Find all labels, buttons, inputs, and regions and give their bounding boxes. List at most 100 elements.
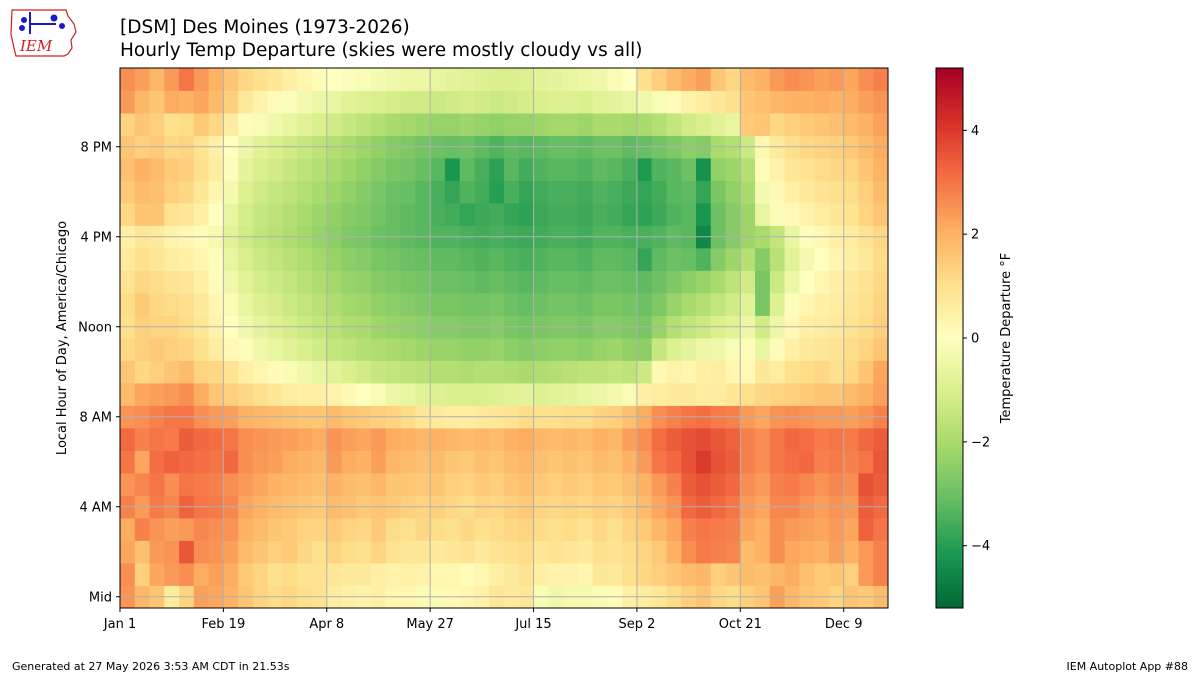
- heatmap-cell: [518, 473, 534, 496]
- heatmap-cell: [577, 158, 594, 181]
- heatmap-cell: [828, 518, 845, 541]
- heatmap-cell: [548, 450, 564, 474]
- heatmap-cell: [179, 563, 195, 586]
- heatmap-cell: [814, 518, 830, 541]
- heatmap-cell: [858, 428, 874, 451]
- heatmap-cell: [622, 518, 638, 541]
- heatmap-cell: [814, 338, 830, 361]
- heatmap-cell: [282, 270, 298, 294]
- heatmap-cell: [371, 473, 387, 496]
- heatmap-cell: [725, 428, 741, 451]
- heatmap-cell: [297, 248, 313, 271]
- heatmap-cell: [858, 158, 874, 181]
- heatmap-cell: [563, 203, 579, 226]
- heatmap-cell: [504, 180, 520, 204]
- colorbar-tick-label: 2: [971, 228, 979, 243]
- heatmap-cell: [134, 270, 150, 294]
- heatmap-cell: [415, 270, 431, 294]
- heatmap-cell: [400, 428, 416, 451]
- heatmap-cell: [710, 360, 726, 384]
- heatmap-cell: [120, 450, 136, 474]
- heatmap-cell: [755, 180, 771, 204]
- heatmap-cell: [607, 158, 623, 181]
- heatmap-cell: [193, 518, 210, 541]
- heatmap-cell: [356, 360, 372, 384]
- heatmap-cell: [577, 203, 594, 226]
- heatmap-cell: [666, 540, 682, 564]
- heatmap-cell: [371, 563, 387, 586]
- heatmap-cell: [193, 68, 210, 91]
- heatmap-cell: [755, 68, 771, 91]
- heatmap-cell: [740, 68, 756, 91]
- heatmap-cell: [873, 248, 889, 271]
- heatmap-cell: [622, 90, 638, 114]
- heatmap-cell: [607, 293, 623, 316]
- heatmap-cell: [710, 338, 726, 361]
- heatmap-cell: [444, 360, 461, 384]
- heatmap-cell: [548, 428, 564, 451]
- heatmap-cell: [725, 158, 741, 181]
- heatmap-cell: [843, 270, 859, 294]
- heatmap-cell: [326, 90, 342, 114]
- heatmap-cell: [444, 113, 461, 136]
- heatmap-cells: [120, 68, 889, 609]
- heatmap-cell: [208, 428, 224, 451]
- heatmap-cell: [696, 540, 712, 564]
- heatmap-cell: [518, 180, 534, 204]
- heatmap-cell: [238, 563, 254, 586]
- heatmap-cell: [312, 180, 328, 204]
- chart-subtitle: Hourly Temp Departure (skies were mostly…: [120, 40, 643, 61]
- heatmap-cell: [607, 68, 623, 91]
- heatmap-cell: [341, 450, 357, 474]
- y-tick-label: 8 AM: [79, 410, 112, 425]
- heatmap-cell: [799, 518, 815, 541]
- heatmap-cell: [415, 563, 431, 586]
- heatmap-cell: [193, 203, 210, 226]
- heatmap-cell: [223, 90, 239, 114]
- heatmap-cell: [164, 473, 180, 496]
- heatmap-cell: [873, 158, 889, 181]
- heatmap-cell: [430, 383, 446, 406]
- heatmap-cell: [326, 473, 342, 496]
- heatmap-cell: [784, 180, 800, 204]
- heatmap-cell: [238, 90, 254, 114]
- heatmap-cell: [696, 270, 712, 294]
- heatmap-cell: [371, 158, 387, 181]
- heatmap-cell: [504, 563, 520, 586]
- heatmap-cell: [607, 248, 623, 271]
- heatmap-cell: [577, 518, 594, 541]
- heatmap-cell: [518, 248, 534, 271]
- heatmap-cell: [341, 563, 357, 586]
- heatmap-cell: [208, 68, 224, 91]
- heatmap-cell: [696, 450, 712, 474]
- heatmap-cell: [134, 68, 150, 91]
- heatmap-cell: [252, 113, 269, 136]
- heatmap-cell: [636, 68, 653, 91]
- heatmap-cell: [415, 428, 431, 451]
- heatmap-cell: [223, 428, 239, 451]
- heatmap-cell: [459, 540, 475, 564]
- heatmap-cell: [563, 518, 579, 541]
- heatmap-cell: [607, 203, 623, 226]
- heatmap-cell: [814, 360, 830, 384]
- heatmap-cell: [636, 473, 653, 496]
- heatmap-cell: [297, 270, 313, 294]
- heatmap-cell: [504, 68, 520, 91]
- heatmap-cell: [740, 540, 756, 564]
- heatmap-cell: [828, 293, 845, 316]
- heatmap-cell: [740, 428, 756, 451]
- heatmap-cell: [873, 473, 889, 496]
- heatmap-cell: [400, 518, 416, 541]
- heatmap-cell: [312, 203, 328, 226]
- heatmap-cell: [385, 293, 402, 316]
- heatmap-cell: [636, 540, 653, 564]
- x-tick-label: Feb 19: [202, 617, 246, 632]
- heatmap-cell: [238, 428, 254, 451]
- heatmap-cell: [755, 113, 771, 136]
- heatmap-cell: [385, 180, 402, 204]
- heatmap-cell: [208, 383, 224, 406]
- heatmap-cell: [326, 203, 342, 226]
- heatmap-cell: [474, 113, 490, 136]
- heatmap-cell: [444, 158, 461, 181]
- heatmap-cell: [769, 540, 786, 564]
